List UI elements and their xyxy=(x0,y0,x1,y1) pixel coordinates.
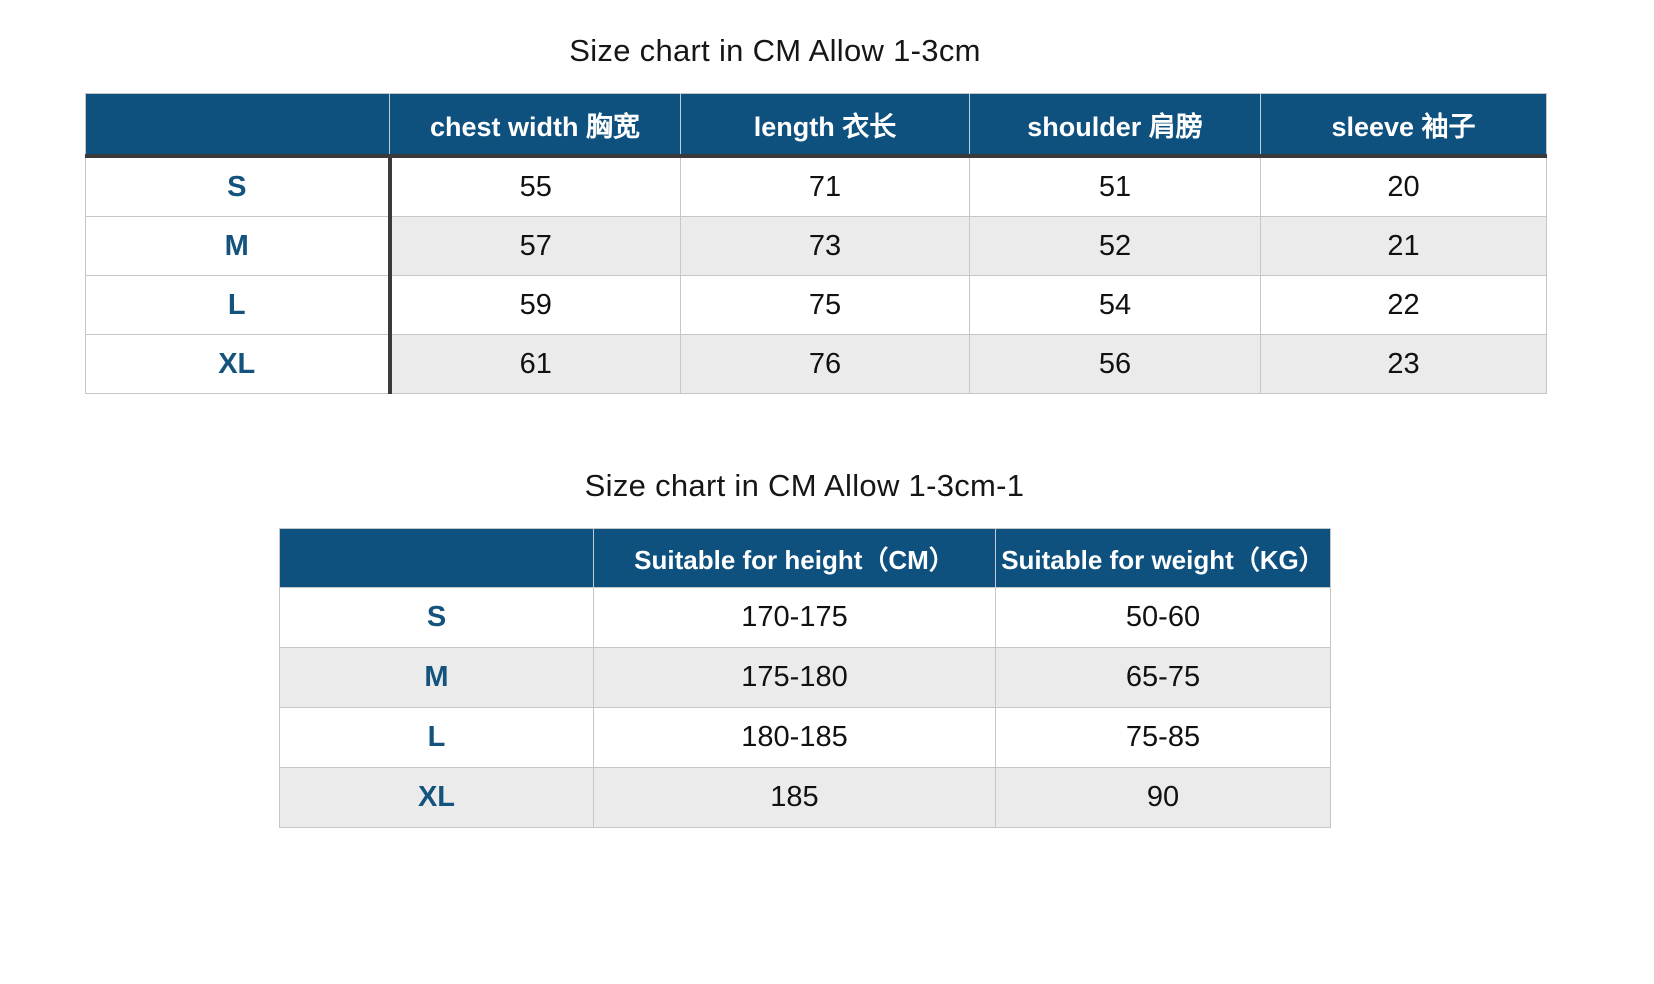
shoulder-value: 54 xyxy=(969,275,1261,335)
chest-width-value: 57 xyxy=(389,216,681,276)
size-label-l: L xyxy=(85,275,392,335)
sleeve-value: 20 xyxy=(1260,155,1547,217)
table-row-size-xl: XL 61 76 56 23 xyxy=(85,334,1547,394)
weight-range-value: 65-75 xyxy=(995,647,1331,708)
height-range-value: 170-175 xyxy=(593,587,996,648)
table-row-size-s: S 55 71 51 20 xyxy=(85,155,1547,217)
header-cell-chest-width: chest width 胸宽 xyxy=(389,93,681,158)
size-chart-title-1: Size chart in CM Allow 1-3cm xyxy=(569,33,981,68)
chest-width-value: 59 xyxy=(389,275,681,335)
table-row-size-m: M 175-180 65-75 xyxy=(279,647,1331,708)
size-label-xl: XL xyxy=(279,767,594,828)
weight-range-value: 90 xyxy=(995,767,1331,828)
length-value: 75 xyxy=(680,275,970,335)
weight-range-value: 75-85 xyxy=(995,707,1331,768)
shoulder-value: 56 xyxy=(969,334,1261,394)
shoulder-value: 51 xyxy=(969,155,1261,217)
length-value: 76 xyxy=(680,334,970,394)
length-value: 71 xyxy=(680,155,970,217)
header-cell-length: length 衣长 xyxy=(680,93,970,158)
measurements-table: chest width 胸宽 length 衣长 shoulder 肩膀 sle… xyxy=(85,93,1547,394)
size-label-xl: XL xyxy=(85,334,392,394)
fit-guide-table: Suitable for height（CM） Suitable for wei… xyxy=(279,528,1331,828)
height-range-value: 180-185 xyxy=(593,707,996,768)
header-cell-suitable-weight: Suitable for weight（KG） xyxy=(995,528,1331,588)
size-label-m: M xyxy=(279,647,594,708)
chest-width-value: 61 xyxy=(389,334,681,394)
size-label-s: S xyxy=(279,587,594,648)
table-row-size-m: M 57 73 52 21 xyxy=(85,216,1547,276)
size-label-m: M xyxy=(85,216,392,276)
size-chart-title-2: Size chart in CM Allow 1-3cm-1 xyxy=(584,468,1025,503)
sleeve-value: 21 xyxy=(1260,216,1547,276)
header-cell-sleeve: sleeve 袖子 xyxy=(1260,93,1547,158)
table-row-size-s: S 170-175 50-60 xyxy=(279,587,1331,648)
length-value: 73 xyxy=(680,216,970,276)
shoulder-value: 52 xyxy=(969,216,1261,276)
table-row-size-l: L 59 75 54 22 xyxy=(85,275,1547,335)
header-cell-size-blank xyxy=(279,528,594,588)
header-cell-suitable-height: Suitable for height（CM） xyxy=(593,528,996,588)
sleeve-value: 23 xyxy=(1260,334,1547,394)
weight-range-value: 50-60 xyxy=(995,587,1331,648)
fit-guide-header-row: Suitable for height（CM） Suitable for wei… xyxy=(279,528,1331,588)
sleeve-value: 22 xyxy=(1260,275,1547,335)
header-cell-size-blank xyxy=(85,93,390,158)
height-range-value: 185 xyxy=(593,767,996,828)
measurements-header-row: chest width 胸宽 length 衣长 shoulder 肩膀 sle… xyxy=(85,93,1547,158)
table-row-size-l: L 180-185 75-85 xyxy=(279,707,1331,768)
chest-width-value: 55 xyxy=(389,155,681,217)
size-label-l: L xyxy=(279,707,594,768)
size-label-s: S xyxy=(85,155,392,217)
table-row-size-xl: XL 185 90 xyxy=(279,767,1331,828)
height-range-value: 175-180 xyxy=(593,647,996,708)
header-cell-shoulder: shoulder 肩膀 xyxy=(969,93,1261,158)
